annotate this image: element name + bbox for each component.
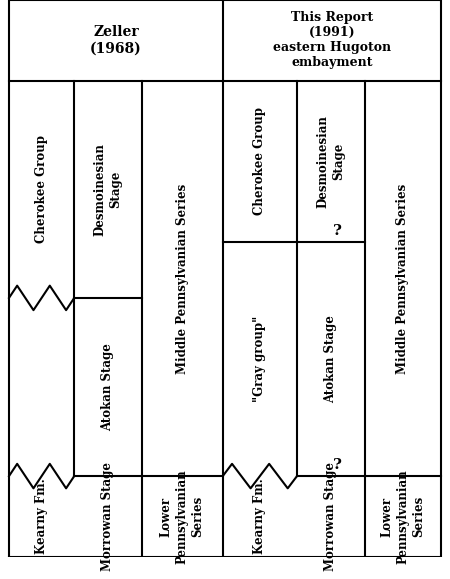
Text: Cherokee Group: Cherokee Group [35,135,48,243]
Text: Middle Pennsylvanian Series: Middle Pennsylvanian Series [396,184,409,373]
Text: Lower
Pennsylvanian
Series: Lower Pennsylvanian Series [160,469,205,564]
Text: Desmoinesian
Stage: Desmoinesian Stage [94,143,122,236]
Text: Lower
Pennsylvanian
Series: Lower Pennsylvanian Series [380,469,425,564]
Text: Morrowan Stage: Morrowan Stage [102,462,114,571]
Text: ?: ? [333,223,342,238]
Text: Atokan Stage: Atokan Stage [324,315,337,403]
Text: Morrowan Stage: Morrowan Stage [324,462,337,571]
Text: Kearny Fm.: Kearny Fm. [35,479,48,554]
Text: "Gray group": "Gray group" [253,316,266,402]
Text: Zeller
(1968): Zeller (1968) [90,25,142,56]
Text: Atokan Stage: Atokan Stage [102,343,114,431]
Text: Desmoinesian
Stage: Desmoinesian Stage [316,115,345,208]
Text: Kearny Fm.: Kearny Fm. [253,479,266,554]
Text: ?: ? [333,457,342,472]
Text: Cherokee Group: Cherokee Group [253,108,266,215]
Text: Middle Pennsylvanian Series: Middle Pennsylvanian Series [176,184,189,373]
Text: This Report
(1991)
eastern Hugoton
embayment: This Report (1991) eastern Hugoton embay… [273,12,391,69]
